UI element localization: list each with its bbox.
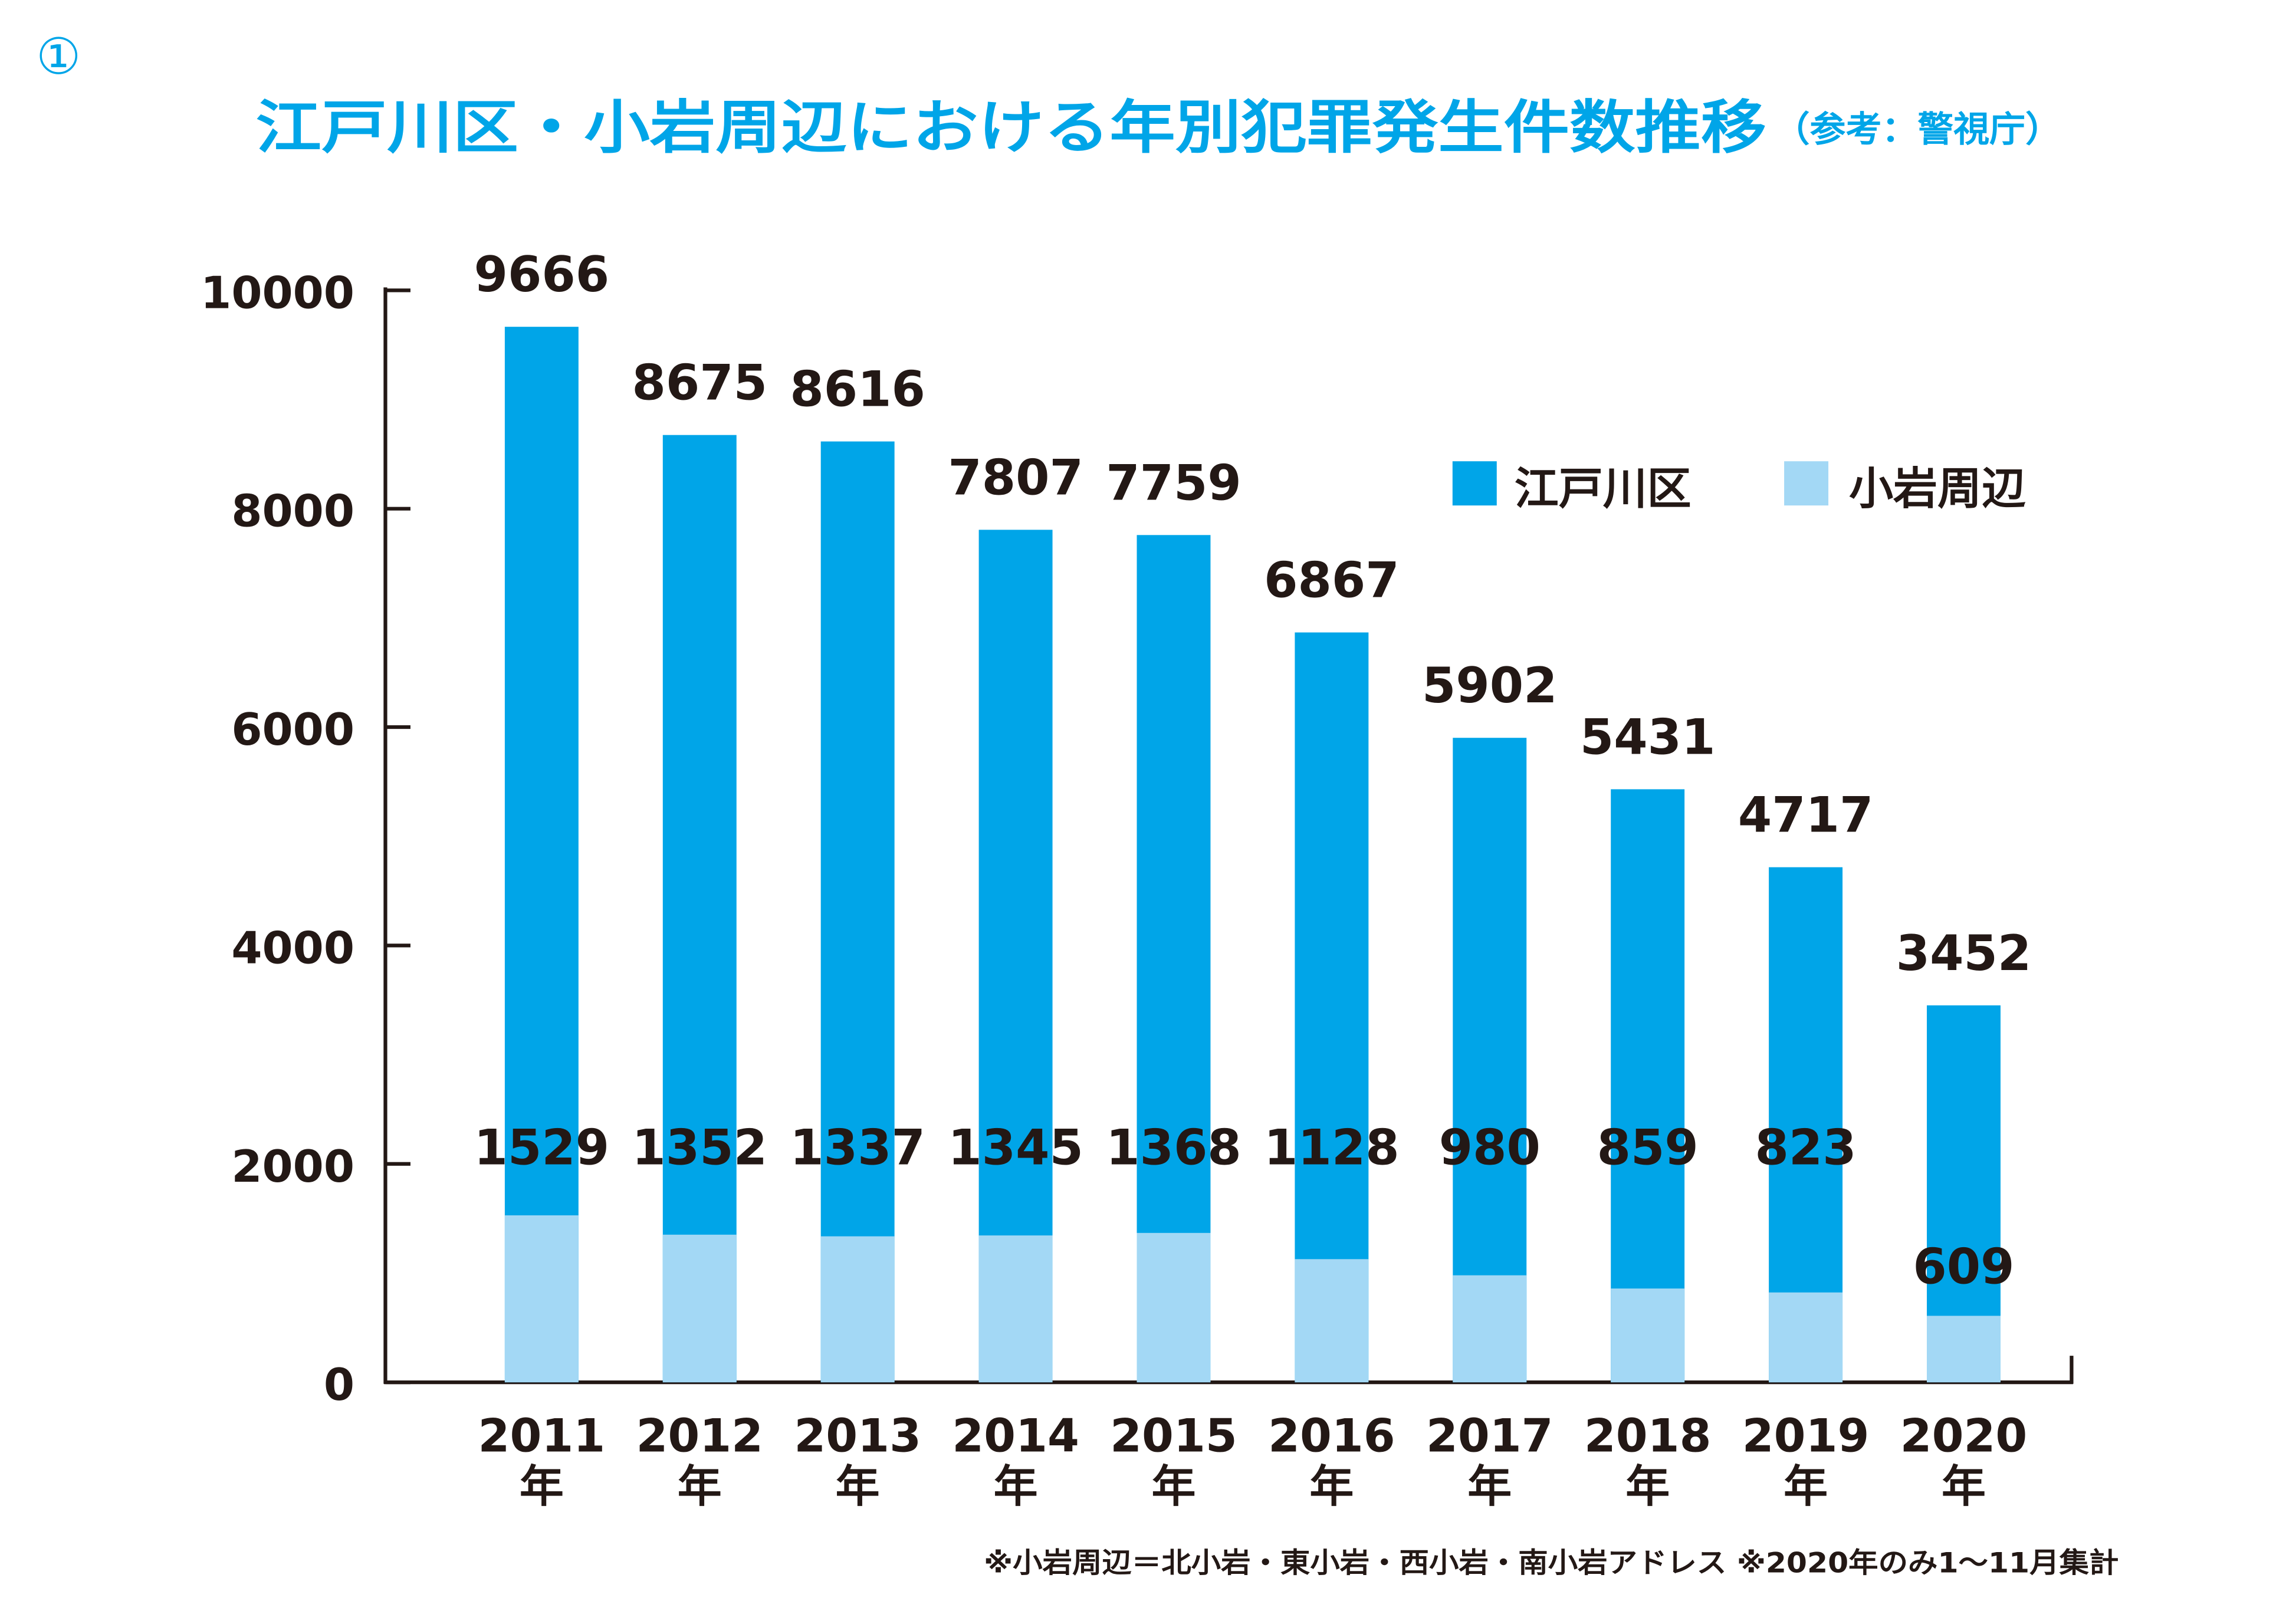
data-label-koiwa-2018: 859 <box>1597 1119 1699 1176</box>
legend-swatch-koiwa <box>1784 461 1829 506</box>
data-label-koiwa-2019: 823 <box>1755 1119 1857 1176</box>
data-label-koiwa-2013: 1337 <box>790 1119 925 1176</box>
footnote: ※小岩周辺＝北小岩・東小岩・西小岩・南小岩アドレス ※2020年のみ1～11月集… <box>984 1547 2119 1580</box>
data-label-edogawa-2017: 5902 <box>1422 658 1558 714</box>
y-tick-label: 2000 <box>231 1140 354 1192</box>
x-tick-suffix: 年 <box>1942 1461 1986 1513</box>
bar-koiwa-2018 <box>1611 1288 1685 1383</box>
data-label-edogawa-2015: 7759 <box>1106 455 1241 511</box>
x-tick-suffix: 年 <box>678 1461 722 1513</box>
x-tick-suffix: 年 <box>1784 1461 1828 1513</box>
axes <box>383 287 2074 1385</box>
data-label-koiwa-2014: 1345 <box>948 1119 1083 1176</box>
bar-koiwa-2011 <box>504 1215 579 1383</box>
x-tick-label-2020: 2020 <box>1900 1410 2028 1463</box>
x-tick-label-2016: 2016 <box>1268 1410 1395 1463</box>
bar-koiwa-2016 <box>1295 1259 1369 1383</box>
bar-edogawa-2011 <box>504 327 579 1383</box>
data-label-koiwa-2020: 609 <box>1913 1239 2014 1296</box>
data-label-koiwa-2017: 980 <box>1439 1119 1541 1176</box>
bar-koiwa-2020 <box>1927 1316 2001 1383</box>
x-tick-label-2012: 2012 <box>636 1410 763 1463</box>
x-tick-label-2019: 2019 <box>1742 1410 1870 1463</box>
bar-koiwa-2019 <box>1769 1292 1843 1383</box>
legend-label-edogawa: 江戸川区 <box>1515 463 1691 515</box>
data-label-edogawa-2014: 7807 <box>948 449 1083 506</box>
x-tick-suffix: 年 <box>1467 1461 1512 1513</box>
y-tick-label: 6000 <box>231 703 354 755</box>
data-label-edogawa-2013: 8616 <box>790 361 925 418</box>
x-tick-label-2013: 2013 <box>794 1410 921 1463</box>
data-label-koiwa-2011: 1529 <box>474 1119 610 1176</box>
legend: 江戸川区 小岩周辺 <box>1452 461 2026 515</box>
data-label-koiwa-2015: 1368 <box>1106 1119 1241 1176</box>
x-tick-label-2011: 2011 <box>478 1410 606 1463</box>
data-label-edogawa-2019: 4717 <box>1738 787 1874 844</box>
data-label-edogawa-2020: 3452 <box>1896 925 2032 982</box>
bar-koiwa-2017 <box>1453 1275 1527 1383</box>
bar-edogawa-2018 <box>1611 789 1685 1383</box>
data-label-edogawa-2016: 6867 <box>1264 553 1400 609</box>
x-tick-suffix: 年 <box>994 1461 1038 1513</box>
bar-edogawa-2012 <box>662 435 737 1383</box>
chart-source: （参考：警視庁） <box>1774 109 2061 150</box>
bar-koiwa-2015 <box>1137 1232 1211 1383</box>
x-tick-label-2015: 2015 <box>1110 1410 1237 1463</box>
legend-swatch-edogawa <box>1452 461 1497 506</box>
x-tick-suffix: 年 <box>520 1461 564 1513</box>
bar-edogawa-2016 <box>1295 632 1369 1383</box>
y-tick-label: 4000 <box>231 922 354 974</box>
y-tick-label: 10000 <box>201 267 354 318</box>
legend-label-koiwa: 小岩周辺 <box>1849 463 2026 515</box>
y-tick-label: 0 <box>324 1359 354 1411</box>
data-label-edogawa-2011: 9666 <box>474 246 610 303</box>
bar-koiwa-2013 <box>820 1236 895 1383</box>
title-text: 江戸川区・小岩周辺における年別犯罪発生件数推移 <box>256 94 1767 161</box>
x-tick-label-2014: 2014 <box>952 1410 1079 1463</box>
x-tick-suffix: 年 <box>1309 1461 1354 1513</box>
chart-title: 江戸川区・小岩周辺における年別犯罪発生件数推移 <box>256 94 1767 161</box>
data-label-edogawa-2012: 8675 <box>632 355 768 412</box>
bar-edogawa-2017 <box>1453 738 1527 1383</box>
data-label-koiwa-2012: 1352 <box>632 1119 768 1176</box>
bar-koiwa-2012 <box>662 1234 737 1383</box>
y-tick-label: 8000 <box>231 485 354 537</box>
x-tick-suffix: 年 <box>1625 1461 1670 1513</box>
bar-edogawa-2013 <box>820 441 895 1383</box>
bar-koiwa-2014 <box>978 1235 1053 1383</box>
x-tick-label-2018: 2018 <box>1584 1410 1712 1463</box>
x-tick-suffix: 年 <box>836 1461 880 1513</box>
x-tick-suffix: 年 <box>1151 1461 1195 1513</box>
data-label-edogawa-2018: 5431 <box>1580 709 1716 765</box>
x-tick-label-2017: 2017 <box>1426 1410 1553 1463</box>
chart-number-badge: ① <box>36 28 81 86</box>
data-label-koiwa-2016: 1128 <box>1264 1119 1400 1176</box>
